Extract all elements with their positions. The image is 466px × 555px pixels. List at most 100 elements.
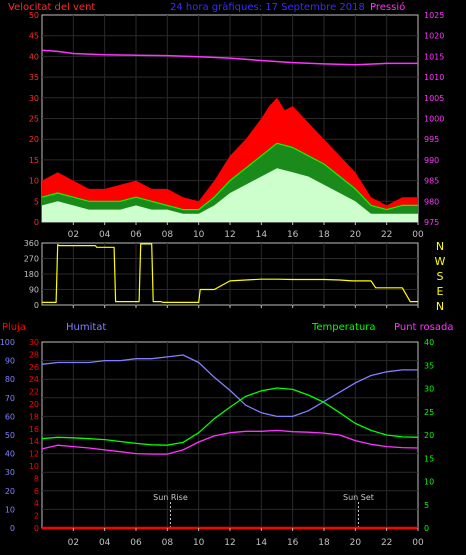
x-tick-label: 20 [350,230,362,240]
y-tick-label: 15 [424,454,434,463]
y-tick-label: 35 [29,73,39,82]
y-tick-label: 995 [424,135,439,144]
y-tick-label: 90 [5,357,15,366]
x-tick-label: 06 [130,230,142,240]
y-tick-label: 28 [29,350,39,359]
y-tick-label: 0 [34,301,39,310]
y-tick-label: 10 [424,478,434,487]
chart-header: Velocitat del vent 24 hora gràfiques: 17… [8,1,405,13]
y-tick-label: 1025 [424,11,444,20]
sunset-label: Sun Set [343,493,374,502]
y-tick-label: 60 [5,412,15,421]
y-tick-label: 20 [29,135,39,144]
pressure-axis-title: Pressió [370,1,405,13]
compass-letter: W [435,255,446,268]
y-tick-label: 24 [29,375,39,384]
humidity-line [41,354,418,418]
x-tick-label: 16 [287,230,299,240]
y-tick-label: 14 [29,437,39,446]
rain-axis-title: Pluja [2,322,26,333]
y-tick-label: 0 [424,524,429,533]
x-tick-label: 10 [193,230,205,240]
x-tick-label: 08 [162,230,174,240]
x-tick-label: 20 [350,538,362,548]
y-tick-label: 180 [24,270,39,279]
x-tick-label: 14 [256,538,268,548]
x-tick-label: 00 [412,538,424,548]
temperature-axis-title: Temperatura [311,322,376,333]
x-tick-label: 08 [162,538,174,548]
y-tick-label: 80 [5,375,15,384]
y-tick-label: 15 [29,156,39,165]
x-tick-label: 12 [224,538,235,548]
y-tick-label: 12 [29,450,39,459]
y-tick-label: 20 [5,487,15,496]
y-tick-label: 8 [34,474,39,483]
y-tick-label: 360 [24,239,39,248]
sunrise-label: Sun Rise [153,493,188,502]
y-tick-label: 50 [29,11,39,20]
y-tick-label: 0 [34,524,39,533]
y-tick-label: 18 [29,412,39,421]
compass-letter: E [437,285,444,298]
x-tick-label: 16 [287,538,299,548]
y-tick-label: 4 [34,499,39,508]
y-tick-label: 5 [34,197,39,206]
x-tick-label: 10 [193,538,205,548]
x-tick-label: 02 [68,230,79,240]
y-tick-label: 50 [5,431,15,440]
y-tick-label: 25 [424,408,434,417]
y-tick-label: 30 [5,468,15,477]
x-tick-label: 00 [412,230,424,240]
y-tick-label: 270 [24,255,39,264]
y-tick-label: 100 [0,338,15,347]
y-tick-label: 10 [5,505,15,514]
x-tick-label: 02 [68,538,79,548]
rain-humidity-temp-panel: Sun Rise Sun Set0102030405060708090100024… [0,338,434,548]
y-tick-label: 30 [424,385,434,394]
wind-average-line [41,142,418,211]
y-tick-label: 0 [34,218,39,227]
compass-letter: N [436,300,444,313]
x-tick-label: 04 [99,230,111,240]
compass-letter: S [437,270,444,283]
y-tick-label: 22 [29,388,39,397]
x-tick-label: 18 [318,230,330,240]
y-tick-label: 990 [424,156,439,165]
y-tick-label: 70 [5,394,15,403]
wind-speed-area [42,168,418,222]
y-tick-label: 40 [424,338,434,347]
y-tick-label: 1005 [424,94,444,103]
pressure-line [41,49,418,66]
chart-title: 24 hora gràfiques: 17 Septembre 2018 [170,1,365,13]
x-tick-label: 22 [381,538,392,548]
y-tick-label: 1000 [424,115,444,124]
compass-letter: N [436,240,444,253]
y-tick-label: 20 [424,431,434,440]
y-tick-label: 980 [424,197,439,206]
y-tick-label: 1010 [424,73,444,82]
y-tick-label: 985 [424,177,439,186]
y-tick-label: 30 [29,94,39,103]
y-tick-label: 0 [10,524,15,533]
x-tick-label: 06 [130,538,142,548]
y-tick-label: 26 [29,363,39,372]
wind-direction-line [42,243,418,303]
dewpoint-axis-title: Punt rosada [394,322,453,333]
y-tick-label: 10 [29,462,39,471]
temperature-line [41,387,419,446]
y-tick-label: 25 [29,115,39,124]
y-tick-label: 90 [29,286,39,295]
y-tick-label: 6 [34,487,39,496]
x-tick-label: 04 [99,538,111,548]
y-tick-label: 40 [29,52,39,61]
y-tick-label: 5 [424,501,429,510]
x-tick-label: 18 [318,538,330,548]
y-tick-label: 1020 [424,32,444,41]
dewpoint-line [41,429,419,455]
y-tick-label: 10 [29,177,39,186]
wind-direction-panel: 0 90 180 270 360 [24,239,419,310]
y-tick-label: 45 [29,32,39,41]
y-tick-label: 975 [424,218,439,227]
